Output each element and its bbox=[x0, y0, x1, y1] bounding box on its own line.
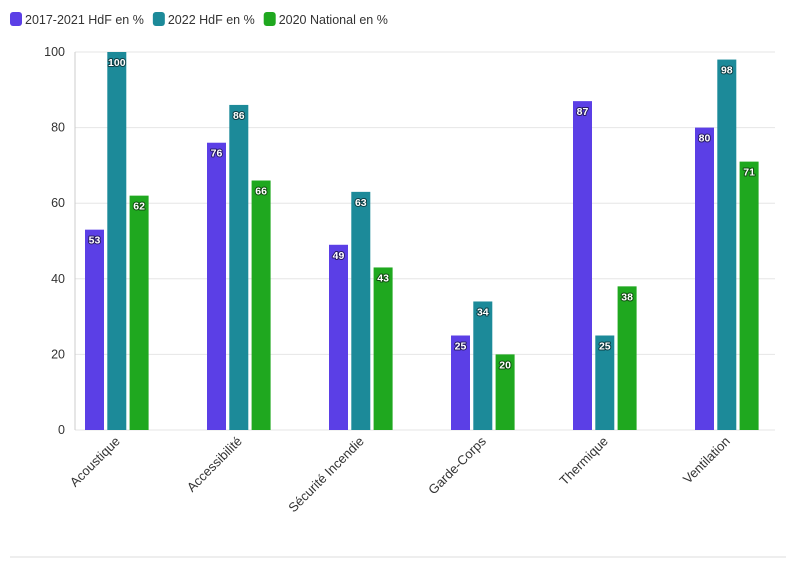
bars bbox=[85, 52, 759, 431]
data-label: 49 bbox=[333, 250, 345, 262]
x-axis: Acoustique Accessibilité Sécurité Incendie… bbox=[67, 433, 733, 515]
bar-securite-incendie-2020-national-en[interactable] bbox=[373, 267, 393, 430]
x-tick-label-acoustique: Acoustique bbox=[67, 434, 123, 490]
y-tick-label: 40 bbox=[51, 272, 65, 286]
x-tick-label-accessibilite: Accessibilité bbox=[184, 434, 245, 495]
data-label: 80 bbox=[699, 133, 711, 145]
x-tick-label-ventilation: Ventilation bbox=[680, 434, 733, 487]
data-label: 34 bbox=[477, 306, 489, 318]
data-label: 100 bbox=[108, 57, 126, 69]
legend-item-2020-national-en[interactable]: 2020 National en % bbox=[263, 12, 388, 27]
legend-item-2017-2021-hdf-en[interactable]: 2017-2021 HdF en % bbox=[10, 12, 144, 27]
data-labels: 53 100 62 76 86 66 49 63 43 25 34 20 87 25 38 80 98 71 bbox=[88, 56, 756, 372]
bar-accessibilite-2022-hdf-en[interactable] bbox=[229, 104, 249, 431]
x-tick-label-securite-incendie: Sécurité Incendie bbox=[285, 434, 367, 516]
data-label: 25 bbox=[455, 341, 467, 353]
legend-swatch bbox=[263, 12, 276, 26]
y-tick-label: 20 bbox=[51, 347, 65, 361]
legend: 2017-2021 HdF en % 2022 HdF en % 2020 Nati… bbox=[10, 12, 388, 27]
data-label: 87 bbox=[577, 106, 589, 118]
bar-acoustique-2017-2021-hdf-en[interactable] bbox=[85, 229, 104, 430]
data-label: 76 bbox=[211, 148, 223, 160]
data-label: 86 bbox=[233, 110, 245, 122]
data-label: 20 bbox=[499, 359, 511, 371]
data-label: 53 bbox=[89, 235, 101, 247]
bar-thermique-2020-national-en[interactable] bbox=[617, 286, 637, 430]
data-label: 43 bbox=[377, 272, 389, 284]
bar-ventilation-2017-2021-hdf-en[interactable] bbox=[695, 127, 714, 430]
legend-label: 2017-2021 HdF en % bbox=[25, 13, 144, 27]
bar-garde-corps-2020-national-en[interactable] bbox=[495, 354, 515, 430]
legend-swatch bbox=[152, 12, 165, 26]
data-label: 63 bbox=[355, 197, 367, 209]
bar-garde-corps-2022-hdf-en[interactable] bbox=[473, 301, 493, 430]
legend-label: 2020 National en % bbox=[279, 13, 388, 27]
data-label: 62 bbox=[133, 201, 145, 213]
y-tick-label: 0 bbox=[58, 423, 65, 437]
legend-item-2022-hdf-en[interactable]: 2022 HdF en % bbox=[152, 12, 255, 27]
bar-acoustique-2022-hdf-en[interactable] bbox=[107, 52, 127, 430]
y-tick-label: 80 bbox=[51, 121, 65, 135]
data-label: 98 bbox=[721, 65, 733, 77]
bar-thermique-2022-hdf-en[interactable] bbox=[595, 335, 615, 431]
legend-label: 2022 HdF en % bbox=[168, 13, 255, 27]
bar-ventilation-2020-national-en[interactable] bbox=[739, 161, 759, 430]
data-label: 38 bbox=[621, 291, 633, 303]
bar-securite-incendie-2022-hdf-en[interactable] bbox=[351, 191, 371, 430]
legend-swatch bbox=[10, 12, 22, 26]
bar-accessibilite-2017-2021-hdf-en[interactable] bbox=[207, 142, 226, 430]
bar-garde-corps-2017-2021-hdf-en[interactable] bbox=[451, 335, 470, 431]
data-label: 66 bbox=[255, 186, 267, 198]
bar-ventilation-2022-hdf-en[interactable] bbox=[717, 59, 737, 431]
data-label: 71 bbox=[743, 167, 755, 179]
bar-securite-incendie-2017-2021-hdf-en[interactable] bbox=[329, 244, 348, 430]
data-label: 25 bbox=[599, 341, 611, 353]
y-axis: 0 20 40 60 80 100 bbox=[44, 45, 76, 437]
y-tick-label: 100 bbox=[44, 45, 65, 59]
bar-thermique-2017-2021-hdf-en[interactable] bbox=[573, 101, 592, 430]
y-tick-label: 60 bbox=[51, 196, 65, 210]
x-tick-label-garde-corps: Garde-Corps bbox=[425, 433, 489, 497]
x-tick-label-thermique: Thermique bbox=[556, 434, 611, 489]
bar-accessibilite-2020-national-en[interactable] bbox=[251, 180, 271, 430]
bar-acoustique-2020-national-en[interactable] bbox=[129, 195, 149, 430]
gridlines bbox=[75, 51, 775, 431]
